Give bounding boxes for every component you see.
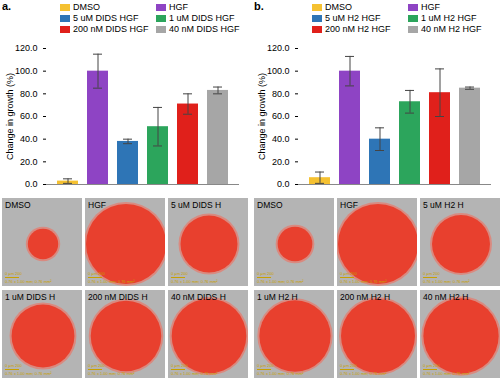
svg-text:0.0: 0.0	[25, 179, 38, 189]
svg-text:5 uM H2 H: 5 uM H2 H	[423, 200, 464, 210]
svg-text:40.0: 40.0	[272, 134, 290, 144]
html-text:b.: b.	[254, 0, 264, 12]
svg-text:0 µm 200: 0 µm 200	[5, 363, 23, 368]
svg-text:0.76 x 1.00 mm; 0.76 mm²: 0.76 x 1.00 mm; 0.76 mm²	[171, 371, 218, 376]
svg-text:1 uM H2 H: 1 uM H2 H	[257, 292, 298, 302]
html-text:1 uM DIDS HGF: 1 uM DIDS HGF	[169, 13, 235, 23]
svg-text:0 µm 200: 0 µm 200	[423, 271, 441, 276]
svg-text:1 uM DIDS H: 1 uM DIDS H	[5, 292, 55, 302]
svg-text:0.76 x 1.00 mm; 0.76 mm²: 0.76 x 1.00 mm; 0.76 mm²	[340, 371, 387, 376]
svg-text:60.0: 60.0	[272, 111, 290, 121]
svg-text:0 µm 200: 0 µm 200	[423, 363, 441, 368]
html-text:HGF: HGF	[169, 2, 188, 12]
svg-text:Change in growth (%): Change in growth (%)	[5, 73, 15, 160]
svg-text:HGF: HGF	[88, 200, 106, 210]
svg-text:0 µm 200: 0 µm 200	[88, 271, 106, 276]
svg-text:200 nM DIDS H: 200 nM DIDS H	[88, 292, 148, 302]
svg-text:0 µm 200: 0 µm 200	[257, 363, 275, 368]
svg-text:0.76 x 1.00 mm; 0.76 mm²: 0.76 x 1.00 mm; 0.76 mm²	[257, 279, 304, 284]
svg-text:0.76 x 1.00 mm; 0.76 mm²: 0.76 x 1.00 mm; 0.76 mm²	[423, 279, 470, 284]
html-text:1 uM H2 HGF: 1 uM H2 HGF	[421, 13, 477, 23]
svg-text:0.76 x 1.00 mm; 0.76 mm²: 0.76 x 1.00 mm; 0.76 mm²	[88, 371, 135, 376]
html-text:a.: a.	[2, 0, 12, 12]
svg-text:0.76 x 1.00 mm; 0.76 mm²: 0.76 x 1.00 mm; 0.76 mm²	[5, 371, 52, 376]
svg-text:0 µm 200: 0 µm 200	[340, 363, 358, 368]
svg-text:0 µm 200: 0 µm 200	[257, 271, 275, 276]
svg-text:0.0: 0.0	[277, 179, 290, 189]
html-text:DMSO: DMSO	[325, 2, 352, 12]
svg-text:0.76 x 1.00 mm; 0.76 mm²: 0.76 x 1.00 mm; 0.76 mm²	[340, 279, 387, 284]
html-text:40 nM DIDS HGF: 40 nM DIDS HGF	[169, 24, 240, 34]
svg-text:80.0: 80.0	[20, 89, 38, 99]
svg-text:0 µm 200: 0 µm 200	[171, 363, 189, 368]
svg-text:80.0: 80.0	[272, 89, 290, 99]
svg-text:DMSO: DMSO	[5, 200, 31, 210]
svg-text:20.0: 20.0	[20, 157, 38, 167]
svg-text:0 µm 200: 0 µm 200	[88, 363, 106, 368]
svg-text:0.76 x 1.00 mm; 0.76 mm²: 0.76 x 1.00 mm; 0.76 mm²	[171, 279, 218, 284]
svg-text:40 nM H2 H: 40 nM H2 H	[423, 292, 468, 302]
svg-text:0.76 x 1.00 mm; 0.76 mm²: 0.76 x 1.00 mm; 0.76 mm²	[257, 371, 304, 376]
svg-text:120.0: 120.0	[15, 43, 38, 53]
svg-text:120.0: 120.0	[267, 43, 290, 53]
svg-text:0 µm 200: 0 µm 200	[340, 271, 358, 276]
svg-text:40 nM DIDS H: 40 nM DIDS H	[171, 292, 226, 302]
html-text:200 nM H2 HGF: 200 nM H2 HGF	[325, 24, 391, 34]
svg-text:0.76 x 1.00 mm; 0.76 mm²: 0.76 x 1.00 mm; 0.76 mm²	[88, 279, 135, 284]
svg-text:0 µm 200: 0 µm 200	[171, 271, 189, 276]
html-text:200 nM DIDS HGF: 200 nM DIDS HGF	[73, 24, 149, 34]
svg-text:Change in growth (%): Change in growth (%)	[257, 73, 267, 160]
html-text:5 uM DIDS HGF: 5 uM DIDS HGF	[73, 13, 139, 23]
html-text:DMSO: DMSO	[73, 2, 100, 12]
svg-text:60.0: 60.0	[20, 111, 38, 121]
html-text:5 uM H2 HGF: 5 uM H2 HGF	[325, 13, 381, 23]
svg-text:0 µm 200: 0 µm 200	[5, 271, 23, 276]
svg-text:5 uM DIDS H: 5 uM DIDS H	[171, 200, 221, 210]
svg-text:100.0: 100.0	[15, 66, 38, 76]
html-text:40 nM H2 HGF: 40 nM H2 HGF	[421, 24, 482, 34]
svg-text:200 nM H2 H: 200 nM H2 H	[340, 292, 390, 302]
svg-text:HGF: HGF	[340, 200, 358, 210]
svg-text:0.76 x 1.00 mm; 0.76 mm²: 0.76 x 1.00 mm; 0.76 mm²	[423, 371, 470, 376]
svg-text:100.0: 100.0	[267, 66, 290, 76]
svg-text:DMSO: DMSO	[257, 200, 283, 210]
html-text:HGF: HGF	[421, 2, 440, 12]
svg-text:40.0: 40.0	[20, 134, 38, 144]
svg-text:0.76 x 1.00 mm; 0.76 mm²: 0.76 x 1.00 mm; 0.76 mm²	[5, 279, 52, 284]
svg-text:20.0: 20.0	[272, 157, 290, 167]
